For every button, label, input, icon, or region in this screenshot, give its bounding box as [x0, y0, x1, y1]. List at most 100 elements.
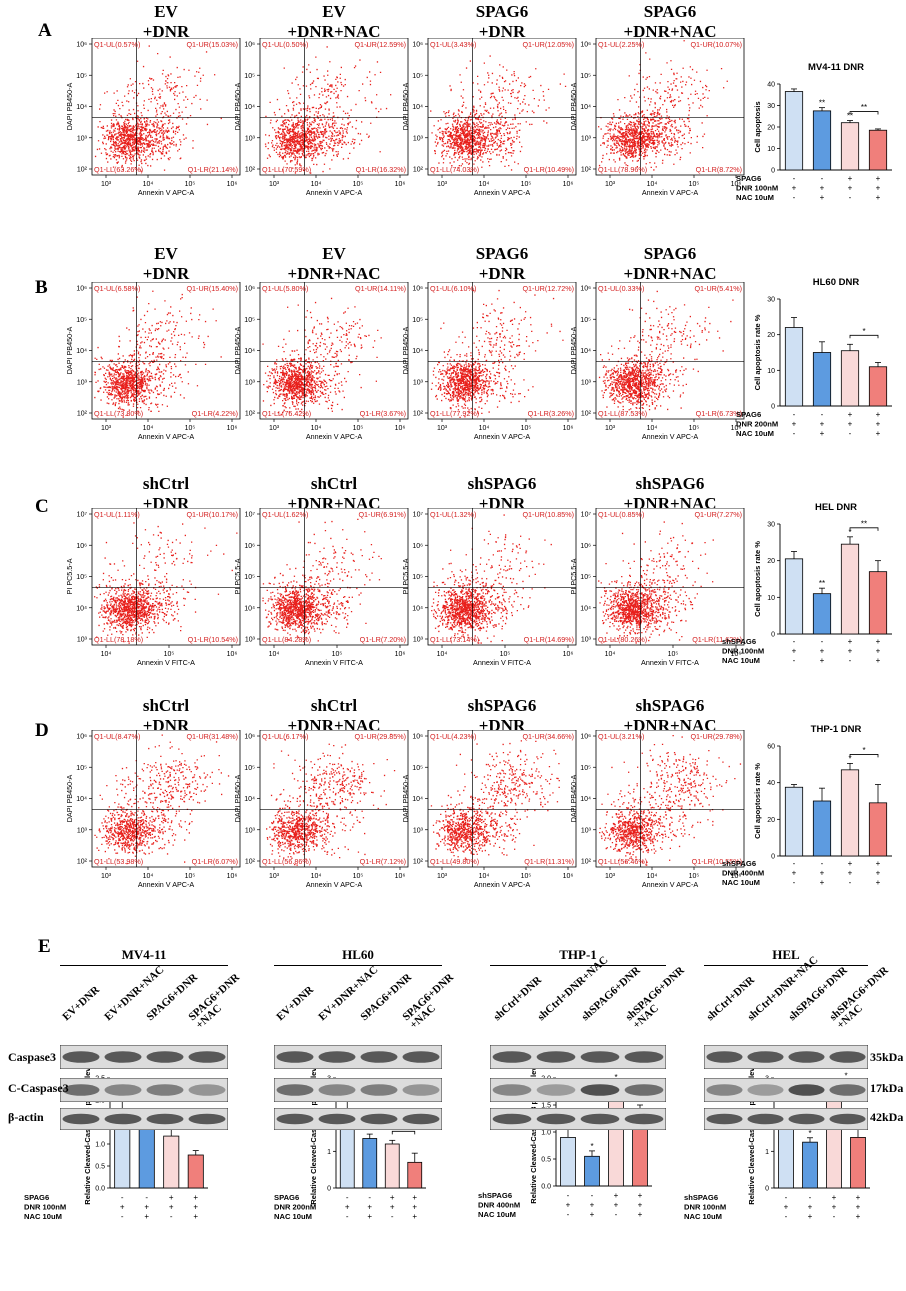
- protein-band: [146, 1113, 184, 1125]
- x-tick-label: 10⁵: [668, 651, 679, 658]
- protein-band: [402, 1113, 440, 1125]
- condition-sign: +: [848, 420, 853, 429]
- y-tick-label: 10⁵: [580, 73, 591, 80]
- quadrant-ul-label: Q1-UL(0.57%): [94, 40, 140, 49]
- quadrant-lr-label: Q1-LR(6.73%): [696, 409, 742, 418]
- condition-sign: +: [876, 420, 881, 429]
- protein-band: [624, 1051, 664, 1063]
- protein-band: [104, 1084, 142, 1096]
- condition-sign: +: [390, 1203, 395, 1212]
- y-tick-label: 10⁶: [244, 734, 255, 741]
- y-tick-label: 10³: [77, 827, 88, 834]
- x-tick-label: 10⁵: [689, 181, 700, 188]
- condition-sign: +: [193, 1212, 198, 1221]
- quadrant-ur-label: Q1-UR(5.41%): [694, 284, 742, 293]
- condition-sign: -: [346, 1193, 349, 1202]
- bar-chart: HL600123Relative Cleaved-Caspase3 protei…: [274, 1056, 426, 1221]
- y-tick-label: 10⁵: [76, 73, 87, 80]
- x-tick-label: 10⁶: [227, 425, 238, 432]
- y-tick-label: 10⁴: [244, 104, 255, 111]
- protein-band: [146, 1051, 184, 1063]
- quadrant-ur-label: Q1-UR(12.59%): [354, 40, 406, 49]
- x-tick-label: 10⁶: [563, 181, 574, 188]
- condition-sign: +: [820, 429, 825, 438]
- quadrant-lr-label: Q1-LR(10.49%): [524, 165, 574, 174]
- quadrant-ur-label: Q1-UR(10.17%): [186, 510, 238, 519]
- condition-sign: +: [412, 1203, 417, 1212]
- scatter-dots: [94, 290, 222, 418]
- significance-mark: *: [808, 1129, 811, 1138]
- scatter-points: [94, 734, 230, 865]
- condition-sign: +: [856, 1212, 861, 1221]
- condition-sign: +: [876, 859, 881, 868]
- y-axis-label: DAPI PB450-A: [65, 327, 74, 375]
- bar: [802, 1141, 818, 1189]
- condition-sign: +: [638, 1210, 643, 1219]
- scatter-dots: [430, 740, 560, 861]
- y-tick-label: 1: [765, 1149, 769, 1156]
- flow-plot-title: EV +DNR: [142, 244, 190, 283]
- condition-sign: +: [856, 1193, 861, 1202]
- y-tick-label: 10⁵: [76, 317, 87, 324]
- bar: [840, 769, 860, 857]
- y-tick-label: 10⁴: [580, 605, 591, 612]
- y-tick-label: 10⁴: [76, 796, 87, 803]
- condition-label: NAC 10uM: [736, 429, 774, 438]
- quadrant-lr-label: Q1-LR(7.20%): [360, 635, 406, 644]
- condition-label: shSPAG6: [478, 1191, 512, 1200]
- x-tick-label: 10⁵: [185, 181, 196, 188]
- protein-band: [624, 1084, 664, 1096]
- x-tick-label: 10⁴: [311, 873, 322, 880]
- protein-band: [146, 1084, 184, 1096]
- condition-sign: +: [820, 869, 825, 878]
- scatter-points: [599, 735, 742, 866]
- y-tick-label: 10⁶: [580, 42, 591, 49]
- y-tick-label: 10²: [413, 411, 424, 418]
- condition-sign: -: [849, 429, 852, 438]
- x-tick-label: 10⁶: [731, 181, 742, 188]
- quadrant-lr-label: Q1-LR(10.54%): [188, 635, 238, 644]
- x-tick-label: 10⁶: [227, 181, 238, 188]
- y-tick-label: 10⁵: [580, 317, 591, 324]
- scatter-points: [266, 733, 396, 866]
- y-axis-label: PI PC5.5-A: [569, 558, 578, 594]
- plot-frame: [427, 38, 577, 176]
- y-tick-label: 1.0: [95, 1142, 105, 1149]
- condition-sign: +: [590, 1210, 595, 1219]
- protein-band: [492, 1113, 532, 1125]
- quadrant-ur-label: Q1-UR(31.48%): [186, 732, 238, 741]
- y-tick-label: 0.0: [95, 1186, 105, 1193]
- condition-sign: -: [785, 1212, 788, 1221]
- flow-plot-title: EV +DNR: [142, 2, 190, 41]
- x-tick-label: 10³: [605, 181, 616, 188]
- condition-sign: +: [848, 637, 853, 646]
- x-tick-label: 10⁶: [395, 425, 406, 432]
- flow-plot: Q1-UL(4.23%) Q1-UR(34.66%) Q1-LL(49.80%) Q1…: [401, 730, 577, 889]
- bar: [840, 122, 860, 171]
- protein-band: [580, 1113, 620, 1125]
- protein-band: [104, 1051, 142, 1063]
- panel-label-c: C: [35, 496, 49, 517]
- y-tick-label: 10⁵: [76, 765, 87, 772]
- protein-band: [747, 1113, 784, 1125]
- scatter-dots: [430, 289, 564, 418]
- x-tick-label: 10⁵: [353, 425, 364, 432]
- condition-sign: -: [793, 878, 796, 887]
- x-tick-label: 10³: [269, 425, 280, 432]
- scatter-points: [262, 297, 382, 417]
- quadrant-ur-label: Q1-UR(10.07%): [690, 40, 742, 49]
- condition-sign: +: [848, 859, 853, 868]
- quadrant-ll-label: Q1-LL(80.26%): [598, 635, 647, 644]
- significance-mark: *: [614, 1073, 617, 1082]
- blot-block-title: THP-1: [559, 947, 597, 962]
- x-tick-label: 10⁴: [269, 651, 280, 658]
- y-tick-label: 10³: [77, 135, 88, 142]
- condition-label: NAC 10uM: [478, 1210, 516, 1219]
- blot-block-underline: [60, 965, 228, 966]
- x-tick-label: 10⁴: [647, 873, 658, 880]
- scatter-points: [430, 55, 567, 173]
- quadrant-lr-label: Q1-LR(8.72%): [696, 165, 742, 174]
- condition-sign: +: [820, 193, 825, 202]
- quadrant-ur-label: Q1-UR(7.27%): [694, 510, 742, 519]
- y-tick-label: 10⁵: [244, 73, 255, 80]
